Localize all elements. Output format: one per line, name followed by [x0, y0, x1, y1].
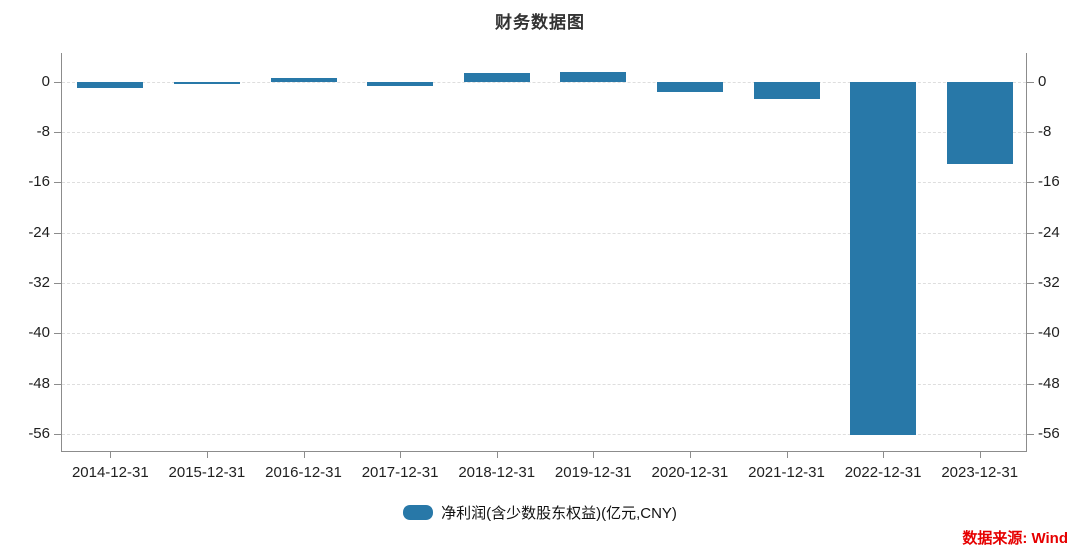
y-axis-label-left: 0	[41, 72, 50, 90]
y-axis-label-left: -40	[28, 324, 50, 342]
legend-marker-icon	[403, 505, 434, 520]
y-axis-label-left: -8	[36, 123, 50, 141]
bar-2018-12-31	[463, 73, 530, 82]
y-axis-label-left: -32	[28, 273, 50, 291]
x-axis-label-2022-12-31: 2022-12-31	[844, 464, 922, 481]
gridline	[62, 333, 1026, 335]
x-axis-tick	[206, 451, 208, 458]
y-axis-tick-right	[1027, 282, 1034, 284]
y-axis-tick-right	[1027, 182, 1034, 184]
x-axis-label-2017-12-31: 2017-12-31	[361, 464, 439, 481]
bar-2021-12-31	[753, 81, 820, 99]
y-axis-tick-right	[1027, 132, 1034, 134]
bar-2022-12-31	[850, 81, 917, 436]
y-axis-tick-right	[1027, 433, 1034, 435]
bar-2016-12-31	[270, 78, 337, 82]
y-axis-tick-left	[54, 182, 61, 184]
y-axis-tick-left	[54, 383, 61, 385]
y-axis-tick-left	[54, 333, 61, 335]
bar-2019-12-31	[560, 71, 627, 82]
x-axis-label-2021-12-31: 2021-12-31	[748, 464, 825, 481]
y-axis-tick-left	[54, 282, 61, 284]
x-axis-tick	[883, 451, 885, 458]
gridline	[62, 81, 1026, 83]
bar-2014-12-31	[77, 81, 144, 89]
gridline	[62, 433, 1026, 435]
x-axis-tick	[400, 451, 402, 458]
x-axis-tick	[593, 451, 595, 458]
data-source-note: 数据来源: Wind	[962, 530, 1068, 547]
y-axis-tick-right	[1027, 333, 1034, 335]
gridline	[62, 282, 1026, 284]
gridline	[62, 132, 1026, 134]
y-axis-tick-right	[1027, 383, 1034, 385]
legend: 净利润(含少数股东权益)(亿元,CNY)	[0, 502, 1080, 523]
bar-2020-12-31	[656, 81, 723, 92]
bar-2023-12-31	[946, 81, 1013, 164]
x-axis-tick	[496, 451, 498, 458]
x-axis-tick	[786, 451, 788, 458]
y-axis-label-right: -8	[1038, 123, 1052, 141]
y-axis-label-left: -24	[28, 223, 50, 241]
x-axis-label-2019-12-31: 2019-12-31	[554, 464, 632, 481]
x-axis-tick	[303, 451, 305, 458]
y-axis-tick-right	[1027, 232, 1034, 234]
y-axis-label-right: -32	[1038, 273, 1060, 291]
gridline	[62, 383, 1026, 385]
bar-2015-12-31	[173, 81, 240, 85]
y-axis-tick-left	[54, 132, 61, 134]
y-axis-label-right: 0	[1038, 72, 1047, 90]
x-axis-tick	[110, 451, 112, 458]
y-axis-label-right: -24	[1038, 223, 1060, 241]
y-axis-label-left: -16	[28, 173, 50, 191]
x-axis-label-2023-12-31: 2023-12-31	[941, 464, 1019, 481]
y-axis-label-right: -40	[1038, 324, 1060, 342]
y-axis-tick-right	[1027, 81, 1034, 83]
legend-label: 净利润(含少数股东权益)(亿元,CNY)	[441, 505, 677, 522]
y-axis-label-right: -16	[1038, 173, 1060, 191]
x-axis-label-2015-12-31: 2015-12-31	[168, 464, 246, 481]
x-axis-label-2020-12-31: 2020-12-31	[651, 464, 729, 481]
y-axis-tick-left	[54, 433, 61, 435]
y-axis-tick-left	[54, 232, 61, 234]
x-axis-tick	[979, 451, 981, 458]
plot-area: 0 0 -8 -8 -16 -16 -24 -24 -32 -32 -40 -40 -48 -48 -56 -…	[28, 53, 1060, 481]
chart-title: 财务数据图	[495, 13, 585, 32]
x-axis-tick	[689, 451, 691, 458]
bar-2017-12-31	[367, 81, 434, 87]
y-axis-tick-left	[54, 81, 61, 83]
x-axis-label-2018-12-31: 2018-12-31	[458, 464, 536, 481]
x-axis-label-2014-12-31: 2014-12-31	[71, 464, 149, 481]
gridline	[62, 182, 1026, 184]
y-axis-label-left: -48	[28, 374, 50, 392]
y-axis-label-right: -48	[1038, 374, 1060, 392]
gridline	[62, 232, 1026, 234]
x-axis-label-2016-12-31: 2016-12-31	[265, 464, 342, 481]
y-axis-label-right: -56	[1038, 424, 1060, 442]
y-axis-label-left: -56	[28, 424, 50, 442]
